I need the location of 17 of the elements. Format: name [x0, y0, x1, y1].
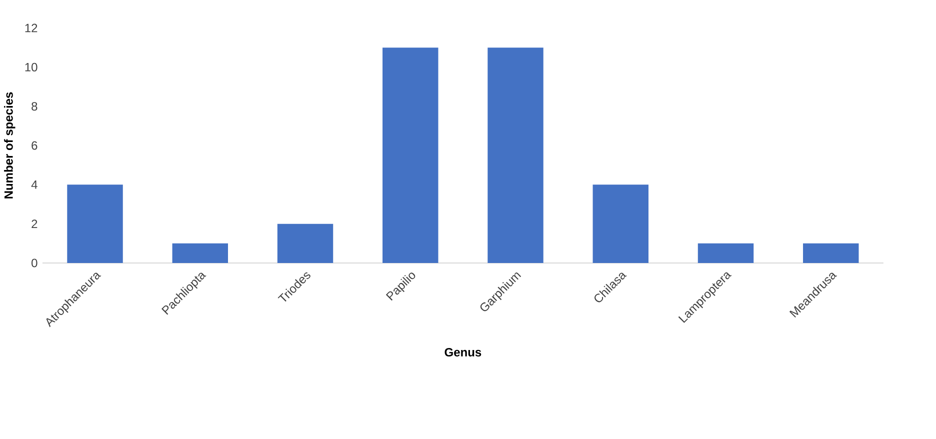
y-tick-label: 8: [32, 102, 38, 111]
y-tick-label: 4: [31, 180, 38, 189]
y-tick-label: 2: [32, 220, 38, 228]
bar: [67, 184, 123, 263]
bar: [698, 243, 754, 263]
bar: [277, 224, 334, 263]
bar: [592, 184, 648, 263]
y-tick-label: 12: [25, 24, 38, 32]
x-axis-title: Genus: [444, 348, 482, 356]
y-tick-label: 10: [25, 62, 38, 72]
y-tick-label: 0: [32, 258, 38, 268]
y-tick-label: 6: [32, 141, 38, 150]
bar: [172, 243, 228, 263]
bar: [488, 48, 544, 263]
bar: [803, 243, 859, 263]
y-axis-title: Number of species: [4, 92, 16, 198]
bar: [382, 48, 438, 263]
